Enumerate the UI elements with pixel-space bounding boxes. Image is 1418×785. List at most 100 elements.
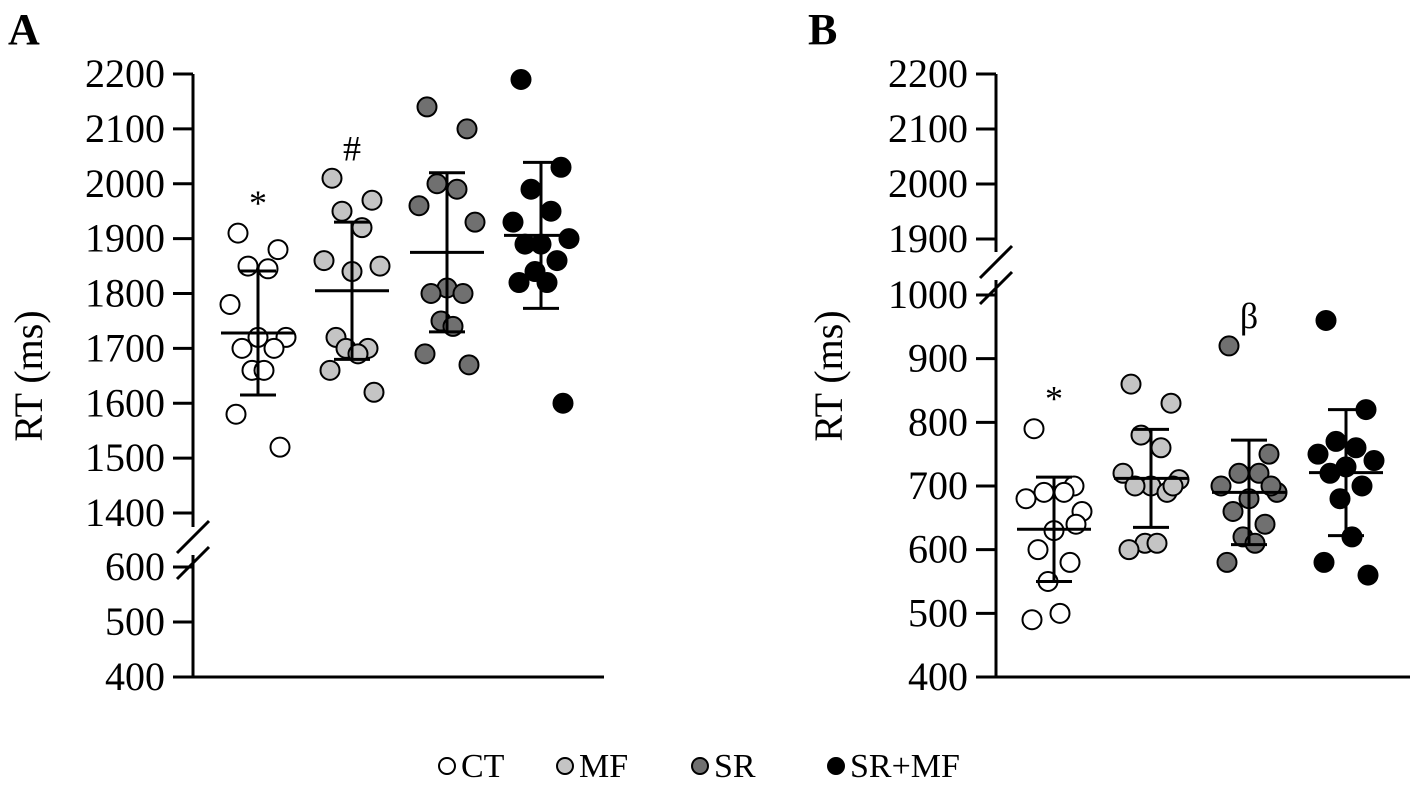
panel-a-sr-data-point (446, 178, 468, 200)
panel-a-sr-mf-data-point (558, 228, 580, 250)
panel-a-sr-mf-data-point (502, 211, 524, 233)
panel-a-sr-data-point (426, 173, 448, 195)
panel-b-mf-data-point (1120, 373, 1142, 395)
panel-b-axis-break-mark-1 (978, 244, 1014, 280)
panel-b-sr-data-point (1216, 551, 1238, 573)
panel-b-sr-mf-data-point (1313, 551, 1335, 573)
panel-b-sr-data-point (1258, 443, 1280, 465)
panel-b-sr-data-point (1228, 462, 1250, 484)
panel-a-sr-mf-data-point (546, 250, 568, 272)
legend-sr-label: SR (714, 748, 756, 785)
panel-b-mf-data-point (1118, 539, 1140, 561)
panel-a-sr-data-point (464, 211, 486, 233)
panel-b-tick-label: 900 (908, 336, 968, 381)
panel-b-sr-mf-data-point (1357, 564, 1379, 586)
panel-b-sr-data-point (1210, 475, 1232, 497)
panel-b-sr-mf-data-point (1325, 430, 1347, 452)
panel-a-axis-break-mark-2 (175, 545, 211, 581)
panel-a-mf-data-point (319, 359, 341, 381)
panel-a-mf-data-point (331, 200, 353, 222)
panel-a-ct-data-point (237, 255, 259, 277)
panel-a-letter: A (8, 5, 40, 54)
panel-b-sr-data-point (1218, 335, 1240, 357)
legend: CT MF SR SR+MF (438, 748, 960, 785)
panel-b-ct-data-point (1027, 539, 1049, 561)
panel-a-tick-label: 2100 (85, 106, 165, 151)
panel-a-tick-label: 1600 (85, 380, 165, 425)
panel-a-sr-data-point (456, 118, 478, 140)
panel-b-tick-label: 2000 (888, 161, 968, 206)
panel-a-mf-data-point (361, 189, 383, 211)
panel-b-mf-data-point (1124, 475, 1146, 497)
panel-a-ct-data-point (225, 403, 247, 425)
panel-a-tick-label: 1800 (85, 271, 165, 316)
panel-b-sr-data-point (1222, 500, 1244, 522)
panel-a-mf-data-point (363, 381, 385, 403)
panel-a-tick-label: 500 (105, 599, 165, 644)
panel-b-sr-significance-mark: β (1240, 296, 1258, 336)
panel-a-tick-label: 400 (105, 654, 165, 699)
panel-a-sr-mf-data-point (514, 233, 536, 255)
legend-ct-marker (438, 757, 456, 775)
panel-b-tick-label: 2200 (888, 51, 968, 96)
panel-b-sr-mf-data-point (1315, 309, 1337, 331)
panel-a-sr-mf-data-point (550, 156, 572, 178)
panel-b-ct-significance-mark: * (1045, 379, 1063, 419)
panel-b-tick-label: 700 (908, 463, 968, 508)
panel-a-mf-data-point (321, 167, 343, 189)
panel-b-tick-label: 600 (908, 527, 968, 572)
panel-a-sr-mf-data-point (552, 392, 574, 414)
panel-b-ct-data-point (1033, 481, 1055, 503)
panel-a-ct-data-point (267, 239, 289, 261)
panel-a: A RT (ms) 400 500 600 1400 1500 1600 1700 1800 1… (6, 5, 604, 699)
panel-b-sr-mf-data-point (1351, 475, 1373, 497)
panel-a-ct-data-point (269, 436, 291, 458)
panel-b-sr-mf-data-point (1363, 450, 1385, 472)
panel-a-sr-data-point (414, 343, 436, 365)
panel-a-sr-data-point (452, 283, 474, 304)
panel-b-ct-data-point (1053, 481, 1075, 503)
panel-b-tick-label: 1000 (888, 272, 968, 317)
panel-b-ct-data-point (1049, 602, 1071, 624)
legend-mf-label: MF (579, 748, 628, 785)
panel-a-sr-mf-data-point (510, 68, 532, 90)
panel-b-sr-mf-data-point (1345, 437, 1367, 459)
legend-sr-marker (691, 757, 709, 775)
panel-b-mf-data-point (1160, 392, 1182, 414)
panel-b-ct-data-point (1023, 418, 1045, 440)
panel-a-mf-data-point (313, 250, 335, 272)
panel-a-tick-label: 2200 (85, 51, 165, 96)
panel-a-mf-significance-mark: # (343, 128, 361, 168)
panel-b-ct-data-point (1015, 488, 1037, 510)
panel-a-sr-data-point (458, 354, 480, 376)
panel-b-mf-data-point (1150, 437, 1172, 459)
panel-a-sr-data-point (420, 283, 442, 304)
panel-b-mf-data-point (1162, 475, 1184, 497)
panel-b-tick-label: 800 (908, 399, 968, 444)
panel-b: B RT (ms) 400 500 600 700 800 900 1000 1900 2000… (806, 5, 1410, 699)
panel-b-mf-data-point (1146, 532, 1168, 554)
panel-b-sr-data-point (1254, 513, 1276, 535)
panel-a-ct-data-point (257, 258, 279, 280)
panel-a-tick-label: 2000 (85, 161, 165, 206)
panel-a-tick-label: 1900 (85, 216, 165, 261)
panel-b-tick-label: 400 (908, 654, 968, 699)
panel-a-sr-mf-data-point (520, 178, 542, 200)
legend-ct-label: CT (461, 748, 505, 785)
panel-b-ct-data-point (1021, 609, 1043, 631)
panel-a-sr-mf-data-point (508, 272, 530, 294)
panel-a-mf-data-point (369, 255, 391, 277)
panel-b-axis-break-mark-2 (978, 270, 1014, 306)
panel-a-sr-mf-data-point (540, 200, 562, 222)
panel-a-sr-data-point (416, 96, 438, 118)
legend-sr-mf-marker (827, 757, 845, 775)
panel-a-axis-break-mark-1 (175, 519, 211, 555)
legend-mf-marker (556, 757, 574, 775)
panel-a-tick-label: 1400 (85, 490, 165, 535)
panel-a-ct-data-point (227, 222, 249, 244)
panel-b-tick-label: 2100 (888, 106, 968, 151)
panel-a-y-axis-title: RT (ms) (6, 310, 51, 441)
panel-b-ct-data-point (1059, 551, 1081, 573)
panel-a-ct-data-point (263, 337, 285, 359)
